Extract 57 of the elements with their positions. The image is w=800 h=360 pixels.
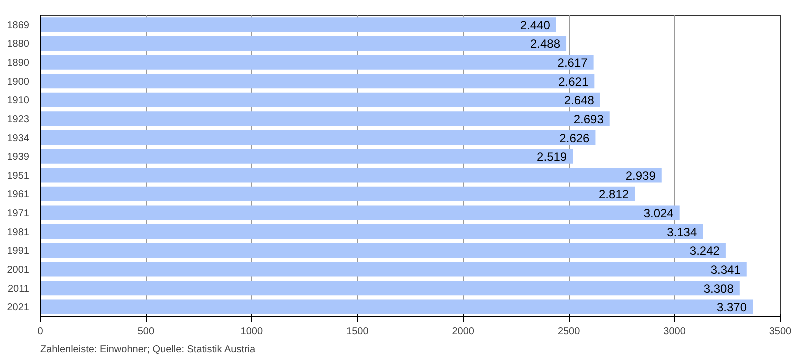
y-tick-label: 1880 <box>7 39 30 50</box>
bar <box>40 168 662 183</box>
bar <box>40 186 636 202</box>
data-label: 2.626 <box>560 131 590 146</box>
x-tick-label: 1000 <box>240 326 264 338</box>
data-label: 2.939 <box>626 168 656 183</box>
bar <box>40 149 574 164</box>
bar <box>40 18 556 32</box>
data-label: 2.617 <box>558 56 588 70</box>
y-tick-label: 1961 <box>7 190 30 201</box>
bar <box>40 206 680 220</box>
data-label: 2.519 <box>537 150 568 164</box>
bar <box>40 112 610 126</box>
x-tick-label: 1500 <box>346 326 370 338</box>
data-label: 3.341 <box>710 262 742 277</box>
data-label: 2.621 <box>558 74 589 89</box>
y-tick-label: 1951 <box>7 170 30 182</box>
y-tick-label: 1971 <box>7 208 30 220</box>
bar <box>40 262 747 277</box>
bar <box>40 130 596 146</box>
data-label: 2.693 <box>574 112 604 126</box>
x-tick-label: 2000 <box>452 326 475 338</box>
y-tick-label: 2001 <box>7 264 30 276</box>
y-tick-label: 1890 <box>7 58 30 70</box>
data-label: 3.134 <box>667 225 698 240</box>
bar <box>40 243 726 258</box>
bar <box>40 280 740 296</box>
bar <box>40 92 600 108</box>
data-label: 2.648 <box>564 94 595 108</box>
text: Zahlenleiste: Einwohner; Quelle: Statistik Austria <box>40 344 256 356</box>
data-label: 3.024 <box>644 206 674 221</box>
data-label: 2.812 <box>599 188 630 202</box>
bar <box>40 36 567 52</box>
x-tick-label: 3500 <box>769 326 792 338</box>
x-tick-label: 500 <box>138 326 155 338</box>
data-label: 3.370 <box>716 300 748 315</box>
bar <box>40 300 754 314</box>
y-tick-label: 1900 <box>7 76 30 88</box>
bar <box>40 55 594 70</box>
data-label: 2.440 <box>520 18 551 32</box>
y-tick-label: 1923 <box>7 114 30 126</box>
y-tick-label: 1910 <box>7 96 30 107</box>
x-tick-label: 0 <box>38 326 44 338</box>
y-tick-label: 1981 <box>7 227 30 238</box>
bar <box>40 74 595 89</box>
y-tick-label: 1991 <box>7 246 30 258</box>
x-tick-label: 2500 <box>558 326 581 338</box>
y-tick-label: 1934 <box>7 133 30 144</box>
y-tick-label: 1869 <box>7 20 30 32</box>
y-tick-label: 1939 <box>7 152 30 164</box>
bar <box>40 224 704 240</box>
data-label: 3.308 <box>704 282 734 296</box>
x-tick-label: 3000 <box>664 326 686 338</box>
data-label: 3.242 <box>690 244 720 258</box>
y-tick-label: 2011 <box>8 284 30 295</box>
y-tick-label: 2021 <box>7 302 30 314</box>
data-label: 2.488 <box>530 37 561 52</box>
